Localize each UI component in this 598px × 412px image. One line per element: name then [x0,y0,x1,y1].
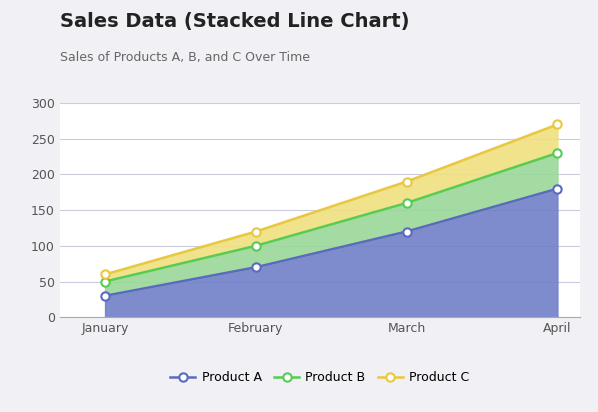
Text: Sales Data (Stacked Line Chart): Sales Data (Stacked Line Chart) [60,12,409,31]
Legend: Product A, Product B, Product C: Product A, Product B, Product C [166,366,474,389]
Text: Sales of Products A, B, and C Over Time: Sales of Products A, B, and C Over Time [60,52,310,65]
